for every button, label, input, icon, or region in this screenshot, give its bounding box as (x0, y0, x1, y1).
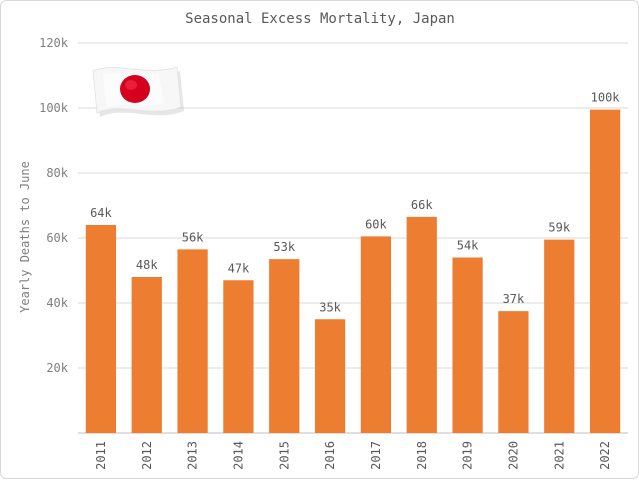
x-tick-label-2014: 2014 (231, 441, 245, 470)
y-tick-label: 20k (46, 361, 68, 375)
japan-flag-icon (92, 66, 184, 117)
bar-2022 (589, 109, 621, 433)
bars (85, 109, 621, 433)
bar-2014 (223, 280, 254, 433)
data-label-2015: 53k (273, 240, 295, 254)
bar-2018 (406, 216, 437, 433)
y-tick-label: 40k (46, 296, 68, 310)
bar-2020 (498, 311, 529, 433)
bar-2011 (85, 225, 117, 433)
x-tick-label-2017: 2017 (369, 441, 383, 470)
data-label-2011: 64k (90, 206, 112, 220)
y-tick-label: 80k (46, 166, 68, 180)
y-axis-label: Yearly Deaths to June (18, 161, 32, 313)
data-label-2013: 56k (182, 230, 204, 244)
x-tick-label-2019: 2019 (461, 441, 475, 470)
data-label-2020: 37k (503, 292, 525, 306)
x-tick-label-2015: 2015 (277, 441, 291, 470)
data-label-2014: 47k (228, 261, 250, 275)
y-tick-label: 120k (39, 36, 69, 50)
x-tick-label-2020: 2020 (506, 441, 520, 470)
bar-2021 (544, 239, 575, 433)
bar-2017 (360, 236, 392, 433)
x-tick-label-2022: 2022 (598, 441, 612, 470)
y-tick-label: 60k (46, 231, 68, 245)
data-label-2019: 54k (457, 239, 479, 253)
bar-2015 (269, 259, 300, 433)
x-tick-label-2018: 2018 (415, 441, 429, 470)
x-axis-ticks: 2011 2012 2013 2014 2015 2016 2017 2018 2019 2020… (94, 441, 612, 470)
data-label-2017: 60k (365, 217, 387, 231)
y-tick-label: 100k (39, 101, 69, 115)
data-label-2016: 35k (319, 300, 341, 314)
x-tick-label-2021: 2021 (552, 441, 566, 470)
data-label-2021: 59k (548, 221, 570, 235)
x-tick-label-2012: 2012 (140, 441, 154, 470)
chart-title: Seasonal Excess Mortality, Japan (185, 11, 455, 27)
x-tick-label-2011: 2011 (94, 441, 108, 470)
x-tick-label-2016: 2016 (323, 441, 337, 470)
bar-2013 (177, 249, 208, 433)
data-label-2022: 100k (591, 91, 621, 105)
data-labels: 64k 48k 56k 47k 53k 35k 60k 66k 54k 37k 59k 100k (90, 91, 620, 315)
bar-2012 (131, 277, 162, 433)
data-label-2018: 66k (411, 198, 433, 212)
x-tick-label-2013: 2013 (186, 441, 200, 470)
data-label-2012: 48k (136, 258, 158, 272)
y-axis-ticks: 20k 40k 60k 80k 100k 120k (39, 36, 69, 375)
bar-2019 (452, 257, 483, 433)
bar-2016 (314, 319, 346, 433)
